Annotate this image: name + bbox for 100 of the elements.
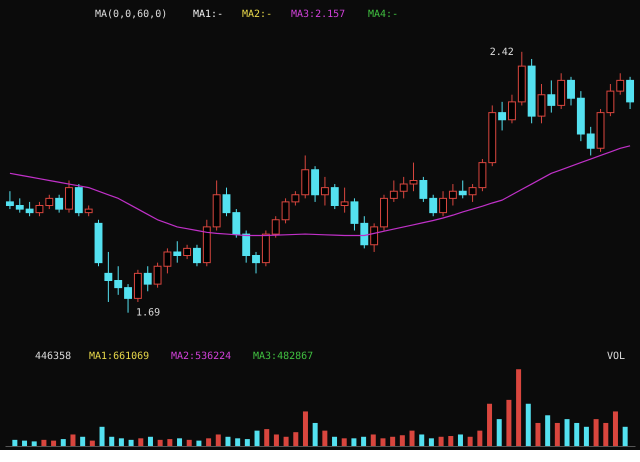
bar — [177, 438, 182, 446]
bar — [41, 440, 46, 446]
bar — [410, 430, 415, 446]
candlestick — [222, 187, 230, 217]
text: MA2:- — [242, 9, 272, 20]
candlestick — [508, 94, 516, 124]
bar — [206, 438, 212, 446]
bar — [70, 434, 76, 446]
bar — [109, 436, 114, 446]
bar — [419, 434, 424, 446]
candlestick — [419, 176, 428, 202]
bar — [32, 441, 37, 446]
bar — [186, 440, 192, 446]
bar — [167, 439, 172, 446]
bar — [554, 422, 560, 446]
bar — [487, 404, 492, 446]
candlestick — [272, 216, 280, 238]
bar — [380, 438, 386, 446]
bar — [361, 436, 366, 446]
candlestick — [291, 190, 300, 206]
bar — [216, 434, 221, 446]
candlestick — [16, 198, 24, 214]
candlestick — [350, 198, 358, 232]
bar — [438, 436, 444, 446]
candlestick — [370, 222, 378, 252]
bar — [196, 440, 202, 446]
candlestick — [330, 184, 339, 210]
bar — [594, 419, 599, 446]
bar — [293, 432, 298, 446]
bar — [332, 436, 338, 446]
bar — [128, 440, 134, 446]
candlestick — [26, 201, 34, 217]
bar — [526, 404, 531, 446]
candlestick — [538, 83, 546, 124]
bar — [80, 436, 86, 446]
candlestick — [410, 162, 418, 192]
candlestick — [320, 176, 329, 206]
text: MA3:2.157 — [291, 9, 346, 20]
candlestick — [154, 262, 162, 288]
bar — [506, 400, 512, 446]
text: VOL — [606, 351, 625, 362]
candlestick — [586, 126, 595, 156]
bar — [351, 438, 356, 446]
bar — [448, 436, 454, 446]
candlestick — [498, 101, 506, 131]
candlestick — [124, 284, 132, 314]
bar — [235, 438, 240, 446]
annotation: 1.69 — [136, 308, 160, 319]
candlestick — [252, 251, 260, 274]
bar — [400, 435, 405, 446]
bar — [138, 438, 144, 446]
candlestick — [458, 180, 467, 199]
text: MA3:482867 — [253, 351, 314, 362]
bar — [564, 419, 570, 446]
candlestick — [183, 244, 192, 260]
candlestick — [429, 194, 438, 217]
candlestick — [6, 190, 14, 210]
candlestick — [606, 83, 614, 117]
bar — [60, 439, 66, 446]
text: 446358 — [35, 351, 72, 362]
candlestick — [439, 190, 447, 217]
candlestick — [36, 201, 44, 217]
candlestick — [104, 251, 112, 302]
bar — [468, 436, 473, 446]
bar — [342, 438, 347, 446]
bar — [100, 426, 105, 446]
annotation: 2.42 — [490, 46, 514, 58]
bar — [254, 430, 260, 446]
candlestick — [193, 244, 201, 267]
candlestick — [340, 187, 349, 214]
bar — [312, 422, 318, 446]
text: MA(0,0,60,0) — [95, 9, 168, 20]
bar — [148, 436, 153, 446]
candlestick — [65, 180, 73, 214]
bar — [496, 419, 502, 446]
bar — [477, 430, 482, 446]
candlestick — [163, 248, 172, 274]
candlestick — [567, 76, 575, 106]
candlestick — [173, 240, 182, 264]
bar — [603, 422, 608, 446]
candlestick — [114, 266, 122, 296]
candlestick — [45, 194, 54, 210]
bar — [51, 440, 56, 446]
bar — [458, 434, 463, 446]
bar — [118, 438, 124, 446]
candlestick — [616, 72, 624, 96]
bar — [612, 411, 618, 446]
bar — [545, 415, 550, 446]
bar — [244, 439, 250, 446]
bar — [302, 411, 308, 446]
bar — [264, 429, 270, 446]
candlestick — [448, 184, 457, 206]
bar — [516, 369, 522, 446]
bar — [225, 436, 230, 446]
bar — [322, 430, 328, 446]
candlestick — [360, 216, 368, 249]
text: MA2:536224 — [171, 351, 232, 362]
candlestick — [547, 80, 556, 114]
bar — [370, 434, 376, 446]
candlestick — [55, 194, 64, 214]
